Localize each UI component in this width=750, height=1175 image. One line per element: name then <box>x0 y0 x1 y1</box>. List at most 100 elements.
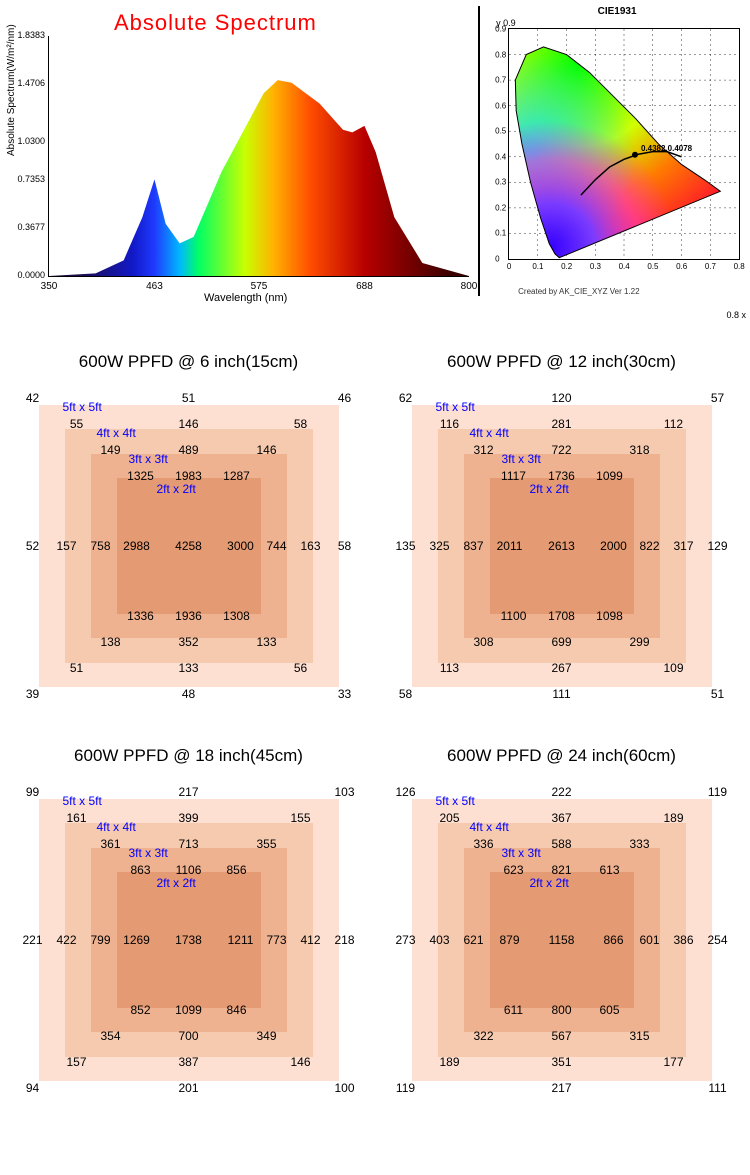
ppfd-value: 2011 <box>497 539 523 553</box>
ppfd-value: 281 <box>551 417 571 431</box>
ppfd-value: 201 <box>178 1081 198 1095</box>
spectrum-ytick: 0.0000 <box>5 270 45 280</box>
ppfd-ring-label: 5ft x 5ft <box>436 400 475 414</box>
cie-ytick: 0.7 <box>495 76 506 85</box>
ppfd-value: 1736 <box>548 469 575 483</box>
spectrum-chart: Absolute Spectrum Absolute Spectrum(W/m²… <box>4 6 470 306</box>
ppfd-ring-label: 4ft x 4ft <box>97 820 136 834</box>
ppfd-value: 1158 <box>549 933 575 947</box>
ppfd-value: 322 <box>473 1029 493 1043</box>
ppfd-grid-3: 600W PPFD @ 24 inch(60cm)5ft x 5ft4ft x … <box>387 746 736 1100</box>
ppfd-value: 1738 <box>175 933 202 947</box>
ppfd-ring-label: 3ft x 3ft <box>502 452 541 466</box>
page-root: { "spectrum": { "title": "Absolute Spect… <box>0 0 750 1120</box>
svg-text:0.4382,0.4078: 0.4382,0.4078 <box>641 144 693 153</box>
ppfd-value: 120 <box>551 391 571 405</box>
ppfd-value: 138 <box>100 635 120 649</box>
cie-xtick: 0.8 <box>734 262 745 271</box>
ppfd-value: 51 <box>182 391 195 405</box>
ppfd-value: 422 <box>56 933 76 947</box>
cie-xlabel: 0.8 x <box>726 310 746 320</box>
ppfd-value: 352 <box>178 635 198 649</box>
cie-ytick: 0.4 <box>495 152 506 161</box>
ppfd-value: 866 <box>603 933 623 947</box>
ppfd-value: 623 <box>503 863 523 877</box>
ppfd-grid-title: 600W PPFD @ 18 inch(45cm) <box>14 746 363 766</box>
ppfd-value: 1100 <box>501 609 527 623</box>
ppfd-value: 1106 <box>176 863 202 877</box>
ppfd-value: 129 <box>707 539 727 553</box>
ppfd-value: 218 <box>334 933 354 947</box>
spectrum-xtick: 688 <box>356 281 373 292</box>
ppfd-value: 621 <box>463 933 483 947</box>
ppfd-value: 119 <box>396 1081 415 1095</box>
cie-xtick: 0.1 <box>532 262 543 271</box>
spectrum-plot-area: 0.00000.36770.73531.03001.47061.83833504… <box>48 36 469 277</box>
ppfd-value: 318 <box>629 443 649 457</box>
ppfd-value: 355 <box>256 837 276 851</box>
ppfd-value: 852 <box>130 1003 150 1017</box>
ppfd-value: 189 <box>439 1055 459 1069</box>
spectrum-title: Absolute Spectrum <box>114 10 317 36</box>
ppfd-value: 1936 <box>175 609 202 623</box>
ppfd-value: 113 <box>440 661 459 675</box>
ppfd-value: 773 <box>266 933 286 947</box>
cie-xtick: 0.6 <box>676 262 687 271</box>
ppfd-value: 111 <box>552 687 570 701</box>
ppfd-ring-label: 5ft x 5ft <box>63 794 102 808</box>
ppfd-ring-label: 4ft x 4ft <box>470 820 509 834</box>
ppfd-value: 700 <box>178 1029 198 1043</box>
ppfd-ring-label: 2ft x 2ft <box>157 876 196 890</box>
ppfd-value: 58 <box>294 417 307 431</box>
ppfd-value: 354 <box>100 1029 120 1043</box>
ppfd-grid-title: 600W PPFD @ 6 inch(15cm) <box>14 352 363 372</box>
ppfd-value: 588 <box>551 837 571 851</box>
ppfd-value: 133 <box>256 635 276 649</box>
spectrum-xtick: 575 <box>251 281 268 292</box>
ppfd-value: 56 <box>294 661 307 675</box>
cie-ytick: 0 <box>495 255 499 264</box>
ppfd-value: 55 <box>70 417 83 431</box>
ppfd-value: 146 <box>178 417 198 431</box>
ppfd-value: 2613 <box>548 539 575 553</box>
spectrum-ytick: 0.3677 <box>5 222 45 232</box>
ppfd-value: 51 <box>711 687 724 701</box>
ppfd-value: 273 <box>395 933 415 947</box>
ppfd-value: 62 <box>399 391 412 405</box>
cie-caption: Created by AK_CIE_XYZ Ver 1.22 <box>518 287 639 296</box>
ppfd-value: 146 <box>290 1055 310 1069</box>
ppfd-value: 1287 <box>223 469 250 483</box>
ppfd-value: 177 <box>663 1055 683 1069</box>
ppfd-value: 57 <box>711 391 724 405</box>
ppfd-grids-container: 600W PPFD @ 6 inch(15cm) 5ft x 5ft 4ft x 4… <box>0 322 750 1120</box>
ppfd-value: 1099 <box>175 1003 202 1017</box>
ppfd-value: 222 <box>551 785 571 799</box>
ppfd-value: 613 <box>599 863 619 877</box>
ppfd-value: 119 <box>708 785 727 799</box>
ppfd-value: 163 <box>300 539 320 553</box>
ppfd-value: 157 <box>66 1055 86 1069</box>
ppfd-value: 111 <box>708 1081 726 1095</box>
ppfd-value: 217 <box>178 785 198 799</box>
ppfd-value: 33 <box>338 687 351 701</box>
spectrum-ytick: 1.8383 <box>5 30 45 40</box>
ppfd-value: 386 <box>673 933 693 947</box>
ppfd-value: 308 <box>473 635 493 649</box>
ppfd-value: 58 <box>399 687 412 701</box>
cie-ytick: 0.6 <box>495 101 506 110</box>
ppfd-value: 399 <box>178 811 198 825</box>
ppfd-value: 42 <box>26 391 39 405</box>
spectrum-ytick: 1.4706 <box>5 78 45 88</box>
ppfd-value: 367 <box>551 811 571 825</box>
cie-xtick: 0.2 <box>561 262 572 271</box>
ppfd-value: 713 <box>178 837 198 851</box>
top-row: Absolute Spectrum Absolute Spectrum(W/m²… <box>0 0 750 322</box>
ppfd-value: 489 <box>178 443 198 457</box>
ppfd-value: 161 <box>66 811 86 825</box>
ppfd-value: 103 <box>334 785 354 799</box>
ppfd-value: 315 <box>629 1029 649 1043</box>
ppfd-heatmap: 5ft x 5ft4ft x 4ft3ft x 3ft2ft x 2ft4251… <box>19 386 359 706</box>
ppfd-value: 336 <box>473 837 493 851</box>
ppfd-value: 126 <box>395 785 415 799</box>
ppfd-value: 1117 <box>501 469 526 483</box>
